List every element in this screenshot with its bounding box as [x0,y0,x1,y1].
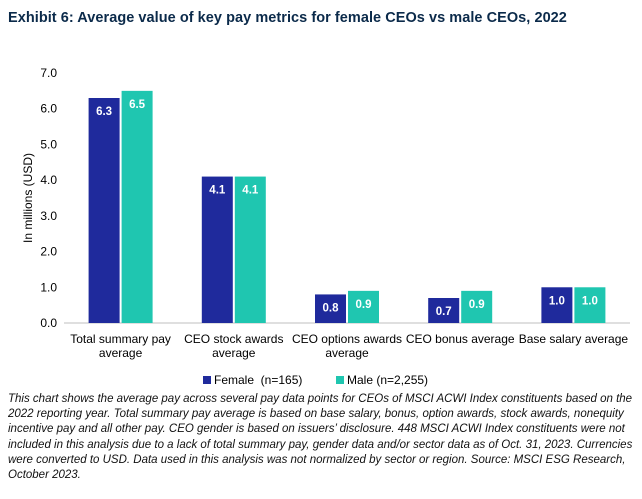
bar-male [348,290,379,323]
y-tick-label: 0.0 [40,316,57,330]
data-label-male: 1.0 [582,295,598,307]
bar-female [88,98,120,323]
data-label-female: 1.0 [549,295,565,307]
data-label-male: 4.1 [242,185,259,197]
bar-male [461,290,493,323]
x-tick-label: average [99,346,143,360]
legend-item-female: Female (n=165) [203,373,302,387]
legend: Female (n=165) Male (n=2,255) [0,373,642,389]
y-axis-label: In millions (USD) [21,153,35,243]
x-tick-label: CEO bonus average [406,332,515,346]
y-tick-label: 6.0 [40,102,57,116]
legend-label-female: Female (n=165) [214,373,303,387]
chart-note: This chart shows the average pay across … [8,393,633,482]
bar-female [428,298,460,323]
data-label-female: 6.3 [96,106,112,118]
x-tick-label: CEO stock awards [184,332,283,346]
bar-female [541,287,573,323]
legend-label-male: Male (n=2,255) [347,373,429,387]
data-label-male: 0.9 [469,299,485,311]
x-tick-label: CEO options awards [292,332,402,346]
bar-male [574,287,606,323]
bar-female [315,294,346,323]
data-label-female: 0.8 [323,302,340,314]
chart-title: Exhibit 6: Average value of key pay metr… [8,10,567,26]
bar-male [234,176,266,323]
bar-female [201,176,233,323]
data-label-male: 6.5 [129,99,146,111]
data-label-male: 0.9 [356,299,372,311]
x-tick-label: average [212,346,256,360]
data-label-female: 0.7 [436,306,452,318]
y-tick-label: 3.0 [40,209,57,223]
y-tick-label: 7.0 [40,66,57,80]
legend-swatch-female [203,376,211,384]
y-tick-label: 2.0 [40,245,57,259]
legend-swatch-male [336,376,344,384]
data-label-female: 4.1 [209,185,226,197]
x-tick-label: average [325,346,369,360]
y-tick-label: 1.0 [40,280,57,294]
x-tick-label: Base salary average [519,332,629,346]
bar-male [121,90,153,323]
legend-item-male: Male (n=2,255) [336,373,428,387]
y-tick-label: 4.0 [40,173,57,187]
bar-chart: In millions (USD) 0.0 1.0 2.0 3.0 4.0 5.0 6.0 7.… [21,66,630,360]
y-tick-label: 5.0 [40,137,57,151]
x-tick-label: Total summary pay [70,332,171,346]
